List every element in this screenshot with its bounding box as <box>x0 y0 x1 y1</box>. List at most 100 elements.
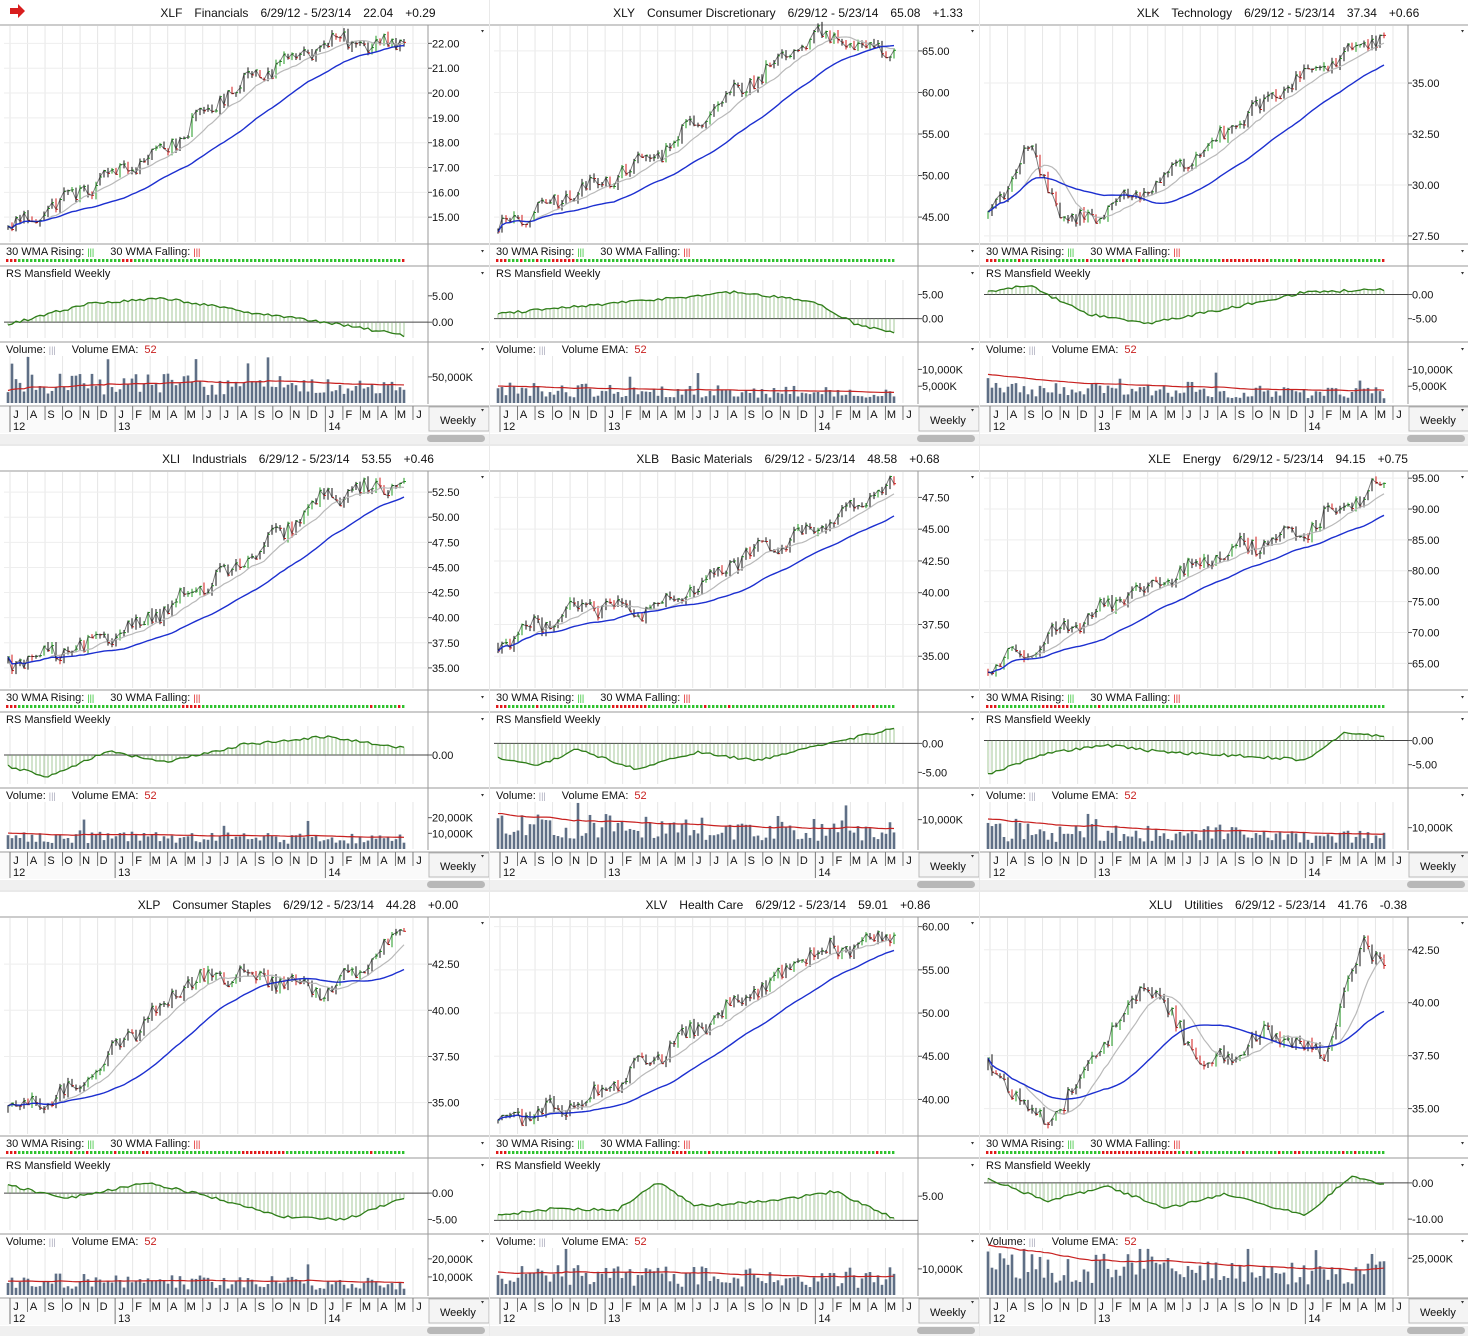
dropdown-icon[interactable] <box>1461 718 1464 721</box>
wma-status-dot <box>768 259 771 262</box>
period-selector[interactable] <box>918 852 979 878</box>
dropdown-icon[interactable] <box>481 1240 484 1243</box>
period-selector[interactable] <box>1408 852 1468 878</box>
wma-status-dot <box>306 259 309 262</box>
dropdown-icon[interactable] <box>481 1142 484 1145</box>
chart-panel-xle[interactable]: XLE Energy 6/29/12 - 5/23/14 94.15 +0.75 65.0… <box>980 446 1468 890</box>
dropdown-icon[interactable] <box>1461 1142 1464 1145</box>
dropdown-icon[interactable] <box>971 348 974 351</box>
month-tick-label: S <box>258 409 265 421</box>
dropdown-icon[interactable] <box>481 272 484 275</box>
volume-bar <box>302 1283 306 1295</box>
dropdown-icon[interactable] <box>971 718 974 721</box>
volume-bar <box>588 1284 592 1295</box>
chart-panel-xlu[interactable]: XLU Utilities 6/29/12 - 5/23/14 41.76 -0.38 3… <box>980 892 1468 1336</box>
scrollbar-thumb[interactable] <box>1407 435 1465 442</box>
dropdown-icon[interactable] <box>481 696 484 699</box>
chart-panel-xlp[interactable]: XLP Consumer Staples 6/29/12 - 5/23/14 44.2… <box>0 892 489 1336</box>
scrollbar-thumb[interactable] <box>427 435 485 442</box>
period-label[interactable]: Weekly <box>440 415 476 427</box>
period-selector[interactable] <box>1408 406 1468 432</box>
month-tick-label: M <box>1167 1301 1176 1313</box>
scrollbar-thumb[interactable] <box>427 1327 485 1334</box>
period-label[interactable]: Weekly <box>930 861 966 873</box>
dropdown-icon[interactable] <box>971 272 974 275</box>
dropdown-icon[interactable] <box>971 409 974 412</box>
volume-bar <box>496 388 500 403</box>
dropdown-icon[interactable] <box>481 476 484 479</box>
scrollbar-thumb[interactable] <box>917 881 975 888</box>
dropdown-icon[interactable] <box>1461 1301 1464 1304</box>
dropdown-icon[interactable] <box>971 30 974 33</box>
scrollbar-thumb[interactable] <box>917 435 975 442</box>
dropdown-icon[interactable] <box>481 922 484 925</box>
period-label[interactable]: Weekly <box>440 1307 476 1319</box>
dropdown-icon[interactable] <box>481 794 484 797</box>
period-label[interactable]: Weekly <box>930 415 966 427</box>
period-selector[interactable] <box>428 852 489 878</box>
dropdown-icon[interactable] <box>971 855 974 858</box>
dropdown-icon[interactable] <box>1461 1164 1464 1167</box>
period-selector[interactable] <box>918 1298 979 1324</box>
dropdown-icon[interactable] <box>971 476 974 479</box>
dropdown-icon[interactable] <box>1461 272 1464 275</box>
dropdown-icon[interactable] <box>1461 855 1464 858</box>
chart-panel-xlb[interactable]: XLB Basic Materials 6/29/12 - 5/23/14 48.58… <box>490 446 979 890</box>
volume-bar <box>1122 834 1126 849</box>
wma-status-dot <box>1310 259 1313 262</box>
period-label[interactable]: Weekly <box>1420 1307 1456 1319</box>
scrollbar-thumb[interactable] <box>427 881 485 888</box>
period-selector[interactable] <box>428 406 489 432</box>
dropdown-icon[interactable] <box>481 348 484 351</box>
period-label[interactable]: Weekly <box>1420 861 1456 873</box>
dropdown-icon[interactable] <box>481 30 484 33</box>
wma-status-dot <box>820 259 823 262</box>
dropdown-icon[interactable] <box>1461 794 1464 797</box>
dropdown-icon[interactable] <box>481 409 484 412</box>
dropdown-icon[interactable] <box>971 1240 974 1243</box>
dropdown-icon[interactable] <box>971 922 974 925</box>
price-bar <box>893 476 896 486</box>
dropdown-icon[interactable] <box>971 1164 974 1167</box>
dropdown-icon[interactable] <box>971 794 974 797</box>
dropdown-icon[interactable] <box>971 1142 974 1145</box>
period-label[interactable]: Weekly <box>440 861 476 873</box>
dropdown-icon[interactable] <box>1461 1240 1464 1243</box>
dropdown-icon[interactable] <box>481 718 484 721</box>
dropdown-icon[interactable] <box>481 1164 484 1167</box>
dropdown-icon[interactable] <box>971 1301 974 1304</box>
scrollbar-thumb[interactable] <box>1407 1327 1465 1334</box>
dropdown-icon[interactable] <box>481 1301 484 1304</box>
period-label[interactable]: Weekly <box>1420 415 1456 427</box>
dropdown-icon[interactable] <box>481 250 484 253</box>
wma-status-dot <box>612 259 615 262</box>
chart-panel-xlf[interactable]: XLF Financials 6/29/12 - 5/23/14 22.04 +0.29… <box>0 0 489 444</box>
dropdown-icon[interactable] <box>1461 922 1464 925</box>
month-tick-label: O <box>554 855 563 867</box>
scrollbar-thumb[interactable] <box>917 1327 975 1334</box>
dropdown-icon[interactable] <box>481 855 484 858</box>
chart-panel-xlk[interactable]: XLK Technology 6/29/12 - 5/23/14 37.34 +0.66… <box>980 0 1468 444</box>
period-label[interactable]: Weekly <box>930 1307 966 1319</box>
volume-bar <box>1334 842 1338 849</box>
wma-status-dot <box>214 705 217 708</box>
period-selector[interactable] <box>428 1298 489 1324</box>
dropdown-icon[interactable] <box>971 696 974 699</box>
dropdown-icon[interactable] <box>1461 696 1464 699</box>
dropdown-icon[interactable] <box>1461 476 1464 479</box>
period-selector[interactable] <box>918 406 979 432</box>
dropdown-icon[interactable] <box>1461 250 1464 253</box>
period-selector[interactable] <box>1408 1298 1468 1324</box>
chart-panel-xli[interactable]: XLI Industrials 6/29/12 - 5/23/14 53.55 +0.4… <box>0 446 489 890</box>
month-tick-label: D <box>590 855 598 867</box>
dropdown-icon[interactable] <box>971 250 974 253</box>
chart-panel-xlv[interactable]: XLV Health Care 6/29/12 - 5/23/14 59.01 +0.8… <box>490 892 979 1336</box>
scrollbar-thumb[interactable] <box>1407 881 1465 888</box>
dropdown-icon[interactable] <box>1461 348 1464 351</box>
month-tick-label: J <box>1098 855 1104 867</box>
chart-panel-xly[interactable]: XLY Consumer Discretionary 6/29/12 - 5/23/… <box>490 0 979 444</box>
arrow-right-icon[interactable] <box>10 4 25 18</box>
dropdown-icon[interactable] <box>1461 30 1464 33</box>
volume-bar <box>1254 1277 1258 1295</box>
dropdown-icon[interactable] <box>1461 409 1464 412</box>
